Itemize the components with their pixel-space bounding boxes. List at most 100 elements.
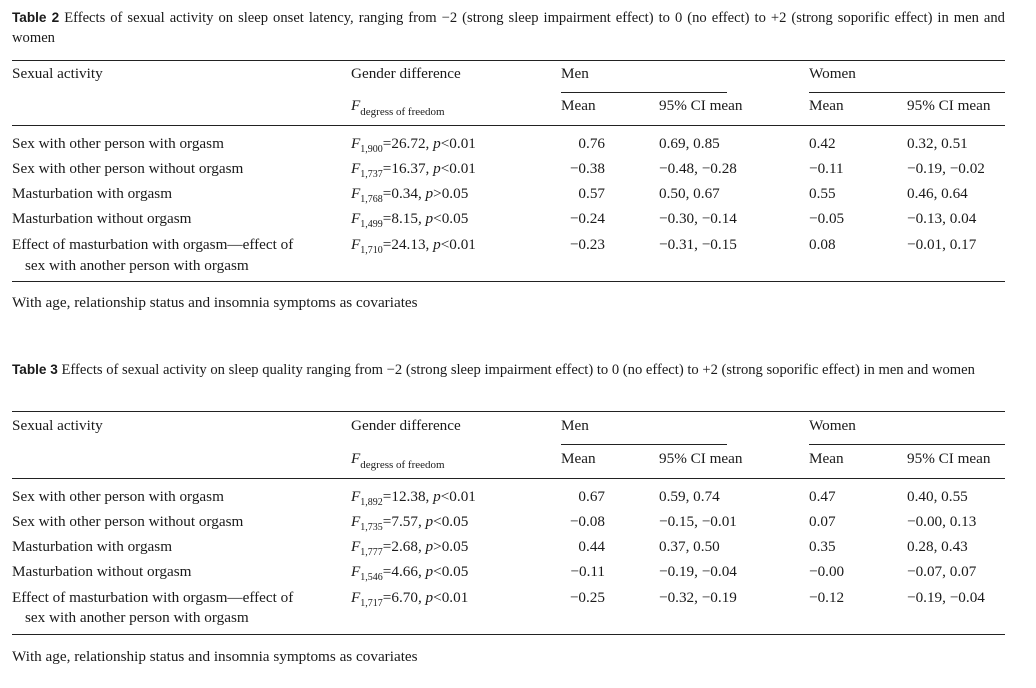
header-women-ci: 95% CI mean xyxy=(907,97,991,114)
row-women-mean: −0.11 xyxy=(809,160,844,177)
row-f-stat: F1,710=24.13, p<0.01 xyxy=(351,236,476,256)
row-women-ci: −0.13, 0.04 xyxy=(907,210,977,227)
row-men-mean: −0.08 xyxy=(569,513,605,530)
row-activity: Sex with other person with orgasm xyxy=(12,135,224,152)
table-caption-text: Effects of sexual activity on sleep qual… xyxy=(61,362,975,378)
row-f-stat: F1,737=16.37, p<0.01 xyxy=(351,160,476,180)
row-men-ci: 0.69, 0.85 xyxy=(659,135,720,152)
row-activity: Sex with other person without orgasm xyxy=(12,160,244,177)
men-span-rule xyxy=(561,92,727,93)
header-women: Women xyxy=(809,65,856,82)
table-footnote: With age, relationship status and insomn… xyxy=(12,294,418,311)
row-f-stat: F1,892=12.38, p<0.01 xyxy=(351,488,476,508)
row-men-ci: −0.31, −0.15 xyxy=(659,236,737,253)
row-activity: Effect of masturbation with orgasm—effec… xyxy=(12,236,294,253)
header-women: Women xyxy=(809,417,856,434)
row-activity: Masturbation without orgasm xyxy=(12,563,192,580)
bottom-rule xyxy=(12,634,1005,635)
row-women-ci: 0.46, 0.64 xyxy=(907,185,968,202)
row-activity: Effect of masturbation with orgasm—effec… xyxy=(12,589,294,606)
header-men: Men xyxy=(561,65,589,82)
row-men-ci: −0.48, −0.28 xyxy=(659,160,737,177)
row-women-mean: −0.05 xyxy=(809,210,845,227)
row-activity: Masturbation with orgasm xyxy=(12,538,173,555)
row-activity-continued: sex with another person with orgasm xyxy=(25,257,249,274)
row-f-stat: F1,900=26.72, p<0.01 xyxy=(351,135,476,155)
row-men-ci: −0.19, −0.04 xyxy=(659,563,737,580)
row-men-ci: −0.30, −0.14 xyxy=(659,210,737,227)
row-f-stat: F1,768=0.34, p>0.05 xyxy=(351,185,469,205)
row-men-mean: 0.57 xyxy=(578,185,605,202)
header-rule xyxy=(12,125,1005,126)
row-men-mean: −0.23 xyxy=(569,236,605,253)
row-men-ci: 0.37, 0.50 xyxy=(659,538,720,555)
row-women-mean: −0.00 xyxy=(809,563,845,580)
row-women-ci: 0.32, 0.51 xyxy=(907,135,968,152)
header-f-degrees: Fdegress of freedom xyxy=(351,97,445,118)
header-f-degrees: Fdegress of freedom xyxy=(351,450,445,471)
row-men-mean: 0.76 xyxy=(578,135,605,152)
header-gender-difference: Gender difference xyxy=(351,417,461,434)
row-activity-continued: sex with another person with orgasm xyxy=(25,609,249,626)
row-men-mean: −0.25 xyxy=(569,589,605,606)
row-activity: Masturbation without orgasm xyxy=(12,210,192,227)
header-men-ci: 95% CI mean xyxy=(659,450,743,467)
row-f-stat: F1,717=6.70, p<0.01 xyxy=(351,589,469,609)
row-men-ci: 0.59, 0.74 xyxy=(659,488,720,505)
row-women-ci: −0.00, 0.13 xyxy=(907,513,977,530)
row-women-ci: 0.28, 0.43 xyxy=(907,538,968,555)
row-f-stat: F1,499=8.15, p<0.05 xyxy=(351,210,469,230)
header-women-ci: 95% CI mean xyxy=(907,450,991,467)
row-women-ci: −0.07, 0.07 xyxy=(907,563,977,580)
row-women-ci: −0.01, 0.17 xyxy=(907,236,977,253)
row-men-mean: 0.67 xyxy=(578,488,605,505)
row-men-ci: 0.50, 0.67 xyxy=(659,185,720,202)
top-rule xyxy=(12,60,1005,61)
header-women-mean: Mean xyxy=(809,450,844,467)
row-men-ci: −0.32, −0.19 xyxy=(659,589,737,606)
header-men-mean: Mean xyxy=(561,450,596,467)
row-men-mean: 0.44 xyxy=(578,538,605,555)
header-men-ci: 95% CI mean xyxy=(659,97,743,114)
row-activity: Sex with other person with orgasm xyxy=(12,488,224,505)
header-men: Men xyxy=(561,417,589,434)
table-label: Table 3 xyxy=(12,362,58,377)
table-caption: Table 2 Effects of sexual activity on sl… xyxy=(12,8,1005,48)
header-gender-difference: Gender difference xyxy=(351,65,461,82)
women-span-rule xyxy=(809,92,1005,93)
row-women-mean: 0.55 xyxy=(809,185,836,202)
row-women-mean: 0.35 xyxy=(809,538,836,555)
row-f-stat: F1,777=2.68, p>0.05 xyxy=(351,538,469,558)
row-f-stat: F1,735=7.57, p<0.05 xyxy=(351,513,469,533)
row-men-ci: −0.15, −0.01 xyxy=(659,513,737,530)
header-sexual-activity: Sexual activity xyxy=(12,417,103,434)
header-sexual-activity: Sexual activity xyxy=(12,65,103,82)
row-women-ci: −0.19, −0.04 xyxy=(907,589,985,606)
row-activity: Sex with other person without orgasm xyxy=(12,513,244,530)
top-rule xyxy=(12,411,1005,412)
row-women-mean: 0.47 xyxy=(809,488,836,505)
row-women-mean: 0.07 xyxy=(809,513,836,530)
row-women-ci: −0.19, −0.02 xyxy=(907,160,985,177)
table-2: Table 2 Effects of sexual activity on sl… xyxy=(12,8,1005,311)
row-activity: Masturbation with orgasm xyxy=(12,185,173,202)
women-span-rule xyxy=(809,444,1005,445)
row-men-mean: −0.24 xyxy=(569,210,605,227)
row-men-mean: −0.11 xyxy=(570,563,605,580)
table-footnote: With age, relationship status and insomn… xyxy=(12,648,418,665)
table-caption: Table 3 Effects of sexual activity on sl… xyxy=(12,360,1005,380)
table-3: Table 3 Effects of sexual activity on sl… xyxy=(12,360,1005,665)
row-women-mean: −0.12 xyxy=(809,589,845,606)
men-span-rule xyxy=(561,444,727,445)
table-label: Table 2 xyxy=(12,10,60,25)
header-women-mean: Mean xyxy=(809,97,844,114)
header-rule xyxy=(12,478,1005,479)
row-women-mean: 0.42 xyxy=(809,135,836,152)
bottom-rule xyxy=(12,281,1005,282)
header-men-mean: Mean xyxy=(561,97,596,114)
table-caption-text: Effects of sexual activity on sleep onse… xyxy=(12,10,1005,46)
row-women-ci: 0.40, 0.55 xyxy=(907,488,968,505)
row-men-mean: −0.38 xyxy=(569,160,605,177)
row-f-stat: F1,546=4.66, p<0.05 xyxy=(351,563,469,583)
row-women-mean: 0.08 xyxy=(809,236,836,253)
